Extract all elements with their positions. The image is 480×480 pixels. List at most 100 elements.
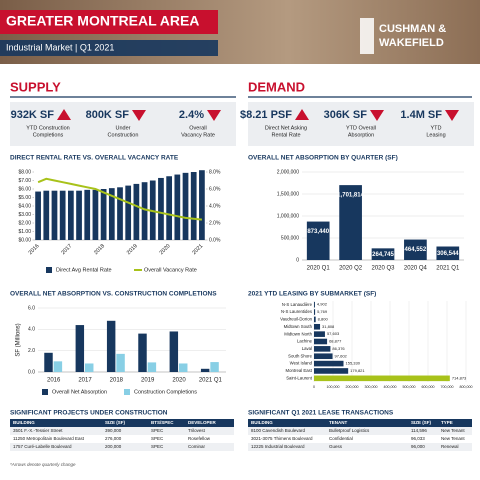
column-header: TYPE xyxy=(441,420,453,425)
data-label: 86,376 xyxy=(332,346,345,351)
y-tick-label: $8.00 xyxy=(18,169,31,175)
data-label: 873,440 xyxy=(307,229,329,235)
column-header: TENANT xyxy=(329,420,347,425)
y-tick-label: $7.00 xyxy=(18,178,31,184)
bar xyxy=(100,189,107,240)
subtitle-bar xyxy=(0,40,218,56)
y-tick-label: Lachine xyxy=(297,339,313,344)
y-tick-label: 2,000,000 xyxy=(277,169,299,175)
table-title: SIGNIFICANT PROJECTS UNDER CONSTRUCTION xyxy=(10,410,168,417)
bar xyxy=(314,316,316,323)
column-header: DEVELOPER xyxy=(188,420,217,425)
table-cell: 8100 Cavendish Boulevard xyxy=(251,428,306,433)
data-label: 31,808 xyxy=(322,324,335,329)
bar xyxy=(59,190,66,240)
y-tick-label: 6.0 xyxy=(28,305,35,311)
table-row xyxy=(10,427,234,435)
legend-label: Direct Avg Rental Rate xyxy=(56,267,112,273)
stat-value: $8.21 PSF xyxy=(240,109,292,121)
column-header: SIZE (SF) xyxy=(411,420,432,425)
x-tick-label: 2016 xyxy=(47,378,61,384)
x-tick-label: 2017 xyxy=(78,378,92,384)
bar xyxy=(314,301,315,308)
y2-tick-label: 6.0% xyxy=(209,186,221,192)
stat-value: 306K SF xyxy=(324,109,368,121)
table-cell: Renewal xyxy=(441,444,459,449)
table-cell: Confidential xyxy=(329,436,353,441)
y-tick-label: $5.00 xyxy=(18,195,31,201)
bar xyxy=(404,239,427,260)
bar xyxy=(125,185,132,240)
table-cell: 11250 Metropolitain Boulevard East xyxy=(13,436,85,441)
bar xyxy=(133,183,140,240)
bar xyxy=(314,368,349,374)
logo-icon xyxy=(360,18,374,54)
bar xyxy=(200,368,210,372)
bar xyxy=(314,346,331,352)
table-cell: 96,033 xyxy=(411,436,425,441)
stat-label: YTD Overall xyxy=(346,125,376,131)
table-row xyxy=(10,435,234,443)
stat-label: YTD xyxy=(431,125,442,131)
stat-label: YTD Construction xyxy=(26,125,69,131)
y-tick-label: 1,000,000 xyxy=(277,213,299,219)
data-label: 155,330 xyxy=(346,361,361,366)
table-cell: New Tenant xyxy=(441,436,465,441)
y-tick-label: $1.00 xyxy=(18,229,31,235)
y2-tick-label: 2.0% xyxy=(209,220,221,226)
column-header: BUILDING xyxy=(251,420,273,425)
y-tick-label: N-S Lanaudière xyxy=(282,302,313,307)
column-header: BTS/SPEC xyxy=(151,420,174,425)
footnote: *Arrows denote quarterly change xyxy=(10,462,76,467)
y-tick-label: Montreal East xyxy=(285,368,312,373)
bar xyxy=(117,187,123,240)
bar xyxy=(75,325,85,372)
chart-title: OVERALL NET ABSORPTION BY QUARTER (SF) xyxy=(248,155,398,162)
title-bar xyxy=(0,10,218,34)
bar xyxy=(314,338,328,345)
y-tick-label: South Shore xyxy=(288,353,312,358)
table-cell: 96,000 xyxy=(411,444,425,449)
legend-label: Overall Net Absorption xyxy=(52,389,107,395)
data-label: 68,877 xyxy=(329,339,342,344)
bar xyxy=(85,363,94,372)
table-cell: Trilovest xyxy=(188,428,206,433)
table-cell: 3501 F.-X.-Tessier Street xyxy=(13,428,63,433)
table-cell: Rosefellow xyxy=(188,436,211,441)
table-header xyxy=(10,419,234,427)
bar xyxy=(210,362,219,372)
y-tick-label: 4.0 xyxy=(28,327,35,333)
x-tick-label: 500,000 xyxy=(403,385,416,389)
y-tick-label: $2.00 xyxy=(18,220,31,226)
y-tick-label: N-S Laurentides xyxy=(281,309,312,314)
legend-label: Overall Vacancy Rate xyxy=(144,267,197,273)
stat-label: Rental Rate xyxy=(271,132,300,138)
table-cell: 3021-3075 Thimens Boulevard xyxy=(251,436,313,441)
data-label: 57,603 xyxy=(327,331,340,336)
logo-text: CUSHMAN & xyxy=(379,23,446,35)
x-tick-label: 800,000 xyxy=(460,385,473,389)
x-tick-label: 2020 Q4 xyxy=(404,266,428,272)
legend-swatch xyxy=(124,389,130,395)
y-tick-label: 1,500,000 xyxy=(277,191,299,197)
bar xyxy=(67,190,74,240)
data-label: 714,873 xyxy=(452,375,467,380)
x-tick-label: 2018 xyxy=(110,378,124,384)
stats-panel xyxy=(248,102,474,146)
x-tick-label: 100,000 xyxy=(327,385,340,389)
trend-arrow xyxy=(445,110,459,121)
y-axis-label: SF (Millions) xyxy=(16,323,22,356)
table-cell: 276,000 xyxy=(105,436,122,441)
chart-title: DIRECT RENTAL RATE VS. OVERALL VACANCY R… xyxy=(10,155,179,162)
table-cell: 1757 Curé-Labelle Boulevard xyxy=(13,444,72,449)
subtitle: Industrial Market | Q1 2021 xyxy=(6,42,114,52)
stat-label: Completions xyxy=(33,132,64,138)
chart-title: OVERALL NET ABSORPTION VS. CONSTRUCTION … xyxy=(10,291,217,298)
x-tick-label: 700,000 xyxy=(441,385,454,389)
bar xyxy=(199,170,205,240)
column-header: BUILDING xyxy=(13,420,35,425)
legend-swatch xyxy=(42,389,48,395)
table-cell: 114,596 xyxy=(411,428,427,433)
x-tick-label: 400,000 xyxy=(384,385,397,389)
bar xyxy=(76,190,82,240)
